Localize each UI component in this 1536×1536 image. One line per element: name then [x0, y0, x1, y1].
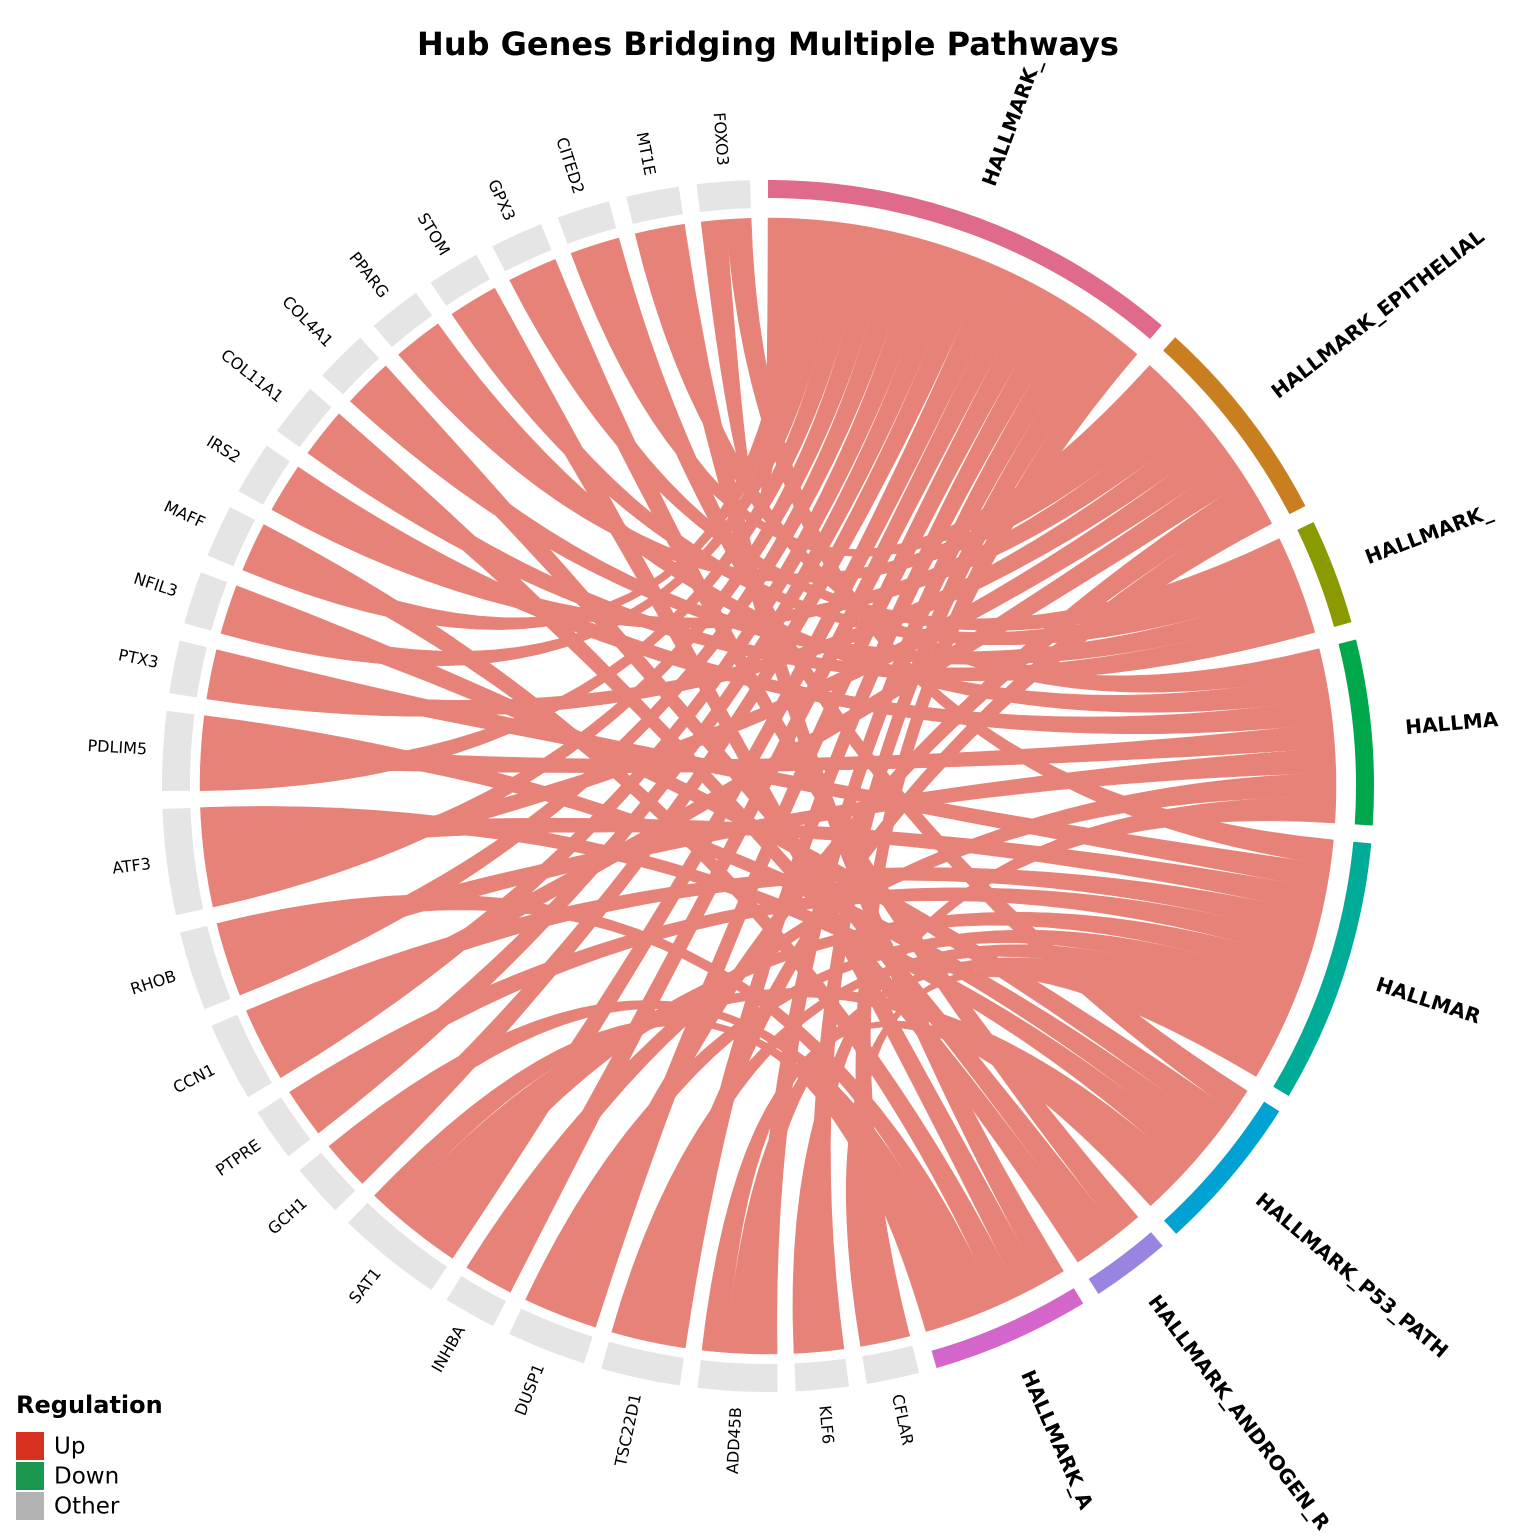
- legend-swatch: [16, 1492, 44, 1520]
- pathway-sector: [1297, 522, 1352, 627]
- gene-sector: [373, 292, 433, 348]
- gene-label: PTX3: [117, 645, 161, 672]
- gene-sector: [161, 710, 195, 792]
- pathway-label: HALLMARK_ANDROGEN_R: [1143, 1290, 1335, 1534]
- legend-label: Up: [54, 1434, 85, 1460]
- gene-sector: [794, 1358, 850, 1392]
- gene-sector: [430, 254, 490, 306]
- gene-label: PDLIM5: [87, 736, 148, 758]
- gene-label: GPX3: [484, 176, 519, 223]
- gene-sector: [601, 1341, 684, 1386]
- gene-label: SAT1: [345, 1264, 385, 1307]
- pathway-label: HALLMA: [1404, 707, 1499, 739]
- pathway-label: HALLMARK_A: [1016, 1366, 1098, 1513]
- gene-label: NFIL3: [131, 569, 180, 601]
- gene-sector: [180, 925, 231, 1010]
- gene-label: FOXO3: [710, 112, 733, 167]
- gene-label: MT1E: [633, 130, 660, 177]
- gene-label: GCH1: [264, 1194, 311, 1239]
- pathway-label: HALLMAR: [1373, 972, 1484, 1029]
- legend-label: Other: [54, 1494, 120, 1520]
- chord: [531, 259, 1139, 1234]
- pathway-label: HALLMARK_P53_PATH: [1251, 1188, 1453, 1363]
- gene-sector: [276, 388, 332, 448]
- gene-label: COL4A1: [278, 292, 337, 351]
- gene-sector: [862, 1345, 920, 1384]
- gene-sector: [184, 572, 228, 631]
- gene-sector: [446, 1275, 506, 1327]
- gene-sector: [211, 1014, 273, 1098]
- gene-sector: [322, 337, 380, 395]
- gene-label: ATF3: [111, 854, 152, 878]
- legend-swatch: [16, 1432, 44, 1460]
- gene-sector: [696, 180, 751, 213]
- gene-label: COL11A1: [217, 345, 287, 406]
- gene-sector: [348, 1202, 447, 1290]
- gene-sector: [169, 640, 207, 698]
- gene-sector: [257, 1097, 311, 1157]
- pathway-sector: [1088, 1232, 1163, 1294]
- gene-sector: [207, 506, 255, 567]
- gene-label: KLF6: [815, 1405, 837, 1445]
- gene-label: IRS2: [203, 432, 244, 467]
- gene-label: PTPRE: [212, 1135, 264, 1179]
- gene-label: DUSP1: [511, 1361, 548, 1418]
- gene-sector: [492, 224, 552, 272]
- pathway-label: HALLMARK_: [1362, 499, 1496, 569]
- gene-label: MAFF: [161, 497, 208, 532]
- chord: [659, 223, 1064, 1285]
- pathway-label: HALLMARK_: [977, 55, 1046, 189]
- pathway-sector: [768, 180, 1162, 340]
- pathway-sector: [1273, 841, 1372, 1096]
- gene-sector: [238, 445, 290, 505]
- gene-label: RHOB: [128, 966, 178, 998]
- pathway-label: HALLMARK_EPITHELIAL: [1266, 224, 1488, 403]
- gene-sector: [509, 1308, 593, 1364]
- pathway-sector: [931, 1288, 1084, 1369]
- pathway-sector: [1164, 1101, 1280, 1234]
- gene-label: PPARG: [345, 248, 392, 301]
- legend-title: Regulation: [16, 1391, 163, 1419]
- gene-label: CFLAR: [888, 1392, 917, 1447]
- gene-label: CITED2: [552, 135, 588, 196]
- legend-swatch: [16, 1462, 44, 1490]
- gene-sector: [697, 1360, 778, 1392]
- legend-label: Down: [54, 1464, 119, 1490]
- gene-sector: [626, 186, 683, 225]
- gene-label: STOM: [414, 209, 454, 258]
- chords: [199, 217, 1337, 1355]
- gene-sector: [299, 1152, 356, 1211]
- title: Hub Genes Bridging Multiple Pathways: [417, 25, 1119, 63]
- gene-label: CCN1: [170, 1060, 218, 1097]
- gene-label: INHBA: [428, 1322, 470, 1375]
- gene-label: TSC22D1: [611, 1392, 645, 1469]
- chord: [725, 217, 1334, 866]
- gene-sector: [162, 807, 204, 916]
- gene-sector: [557, 201, 617, 244]
- pathway-sector: [1163, 337, 1306, 515]
- gene-label: ADD45B: [723, 1407, 745, 1475]
- pathway-sector: [1338, 639, 1374, 826]
